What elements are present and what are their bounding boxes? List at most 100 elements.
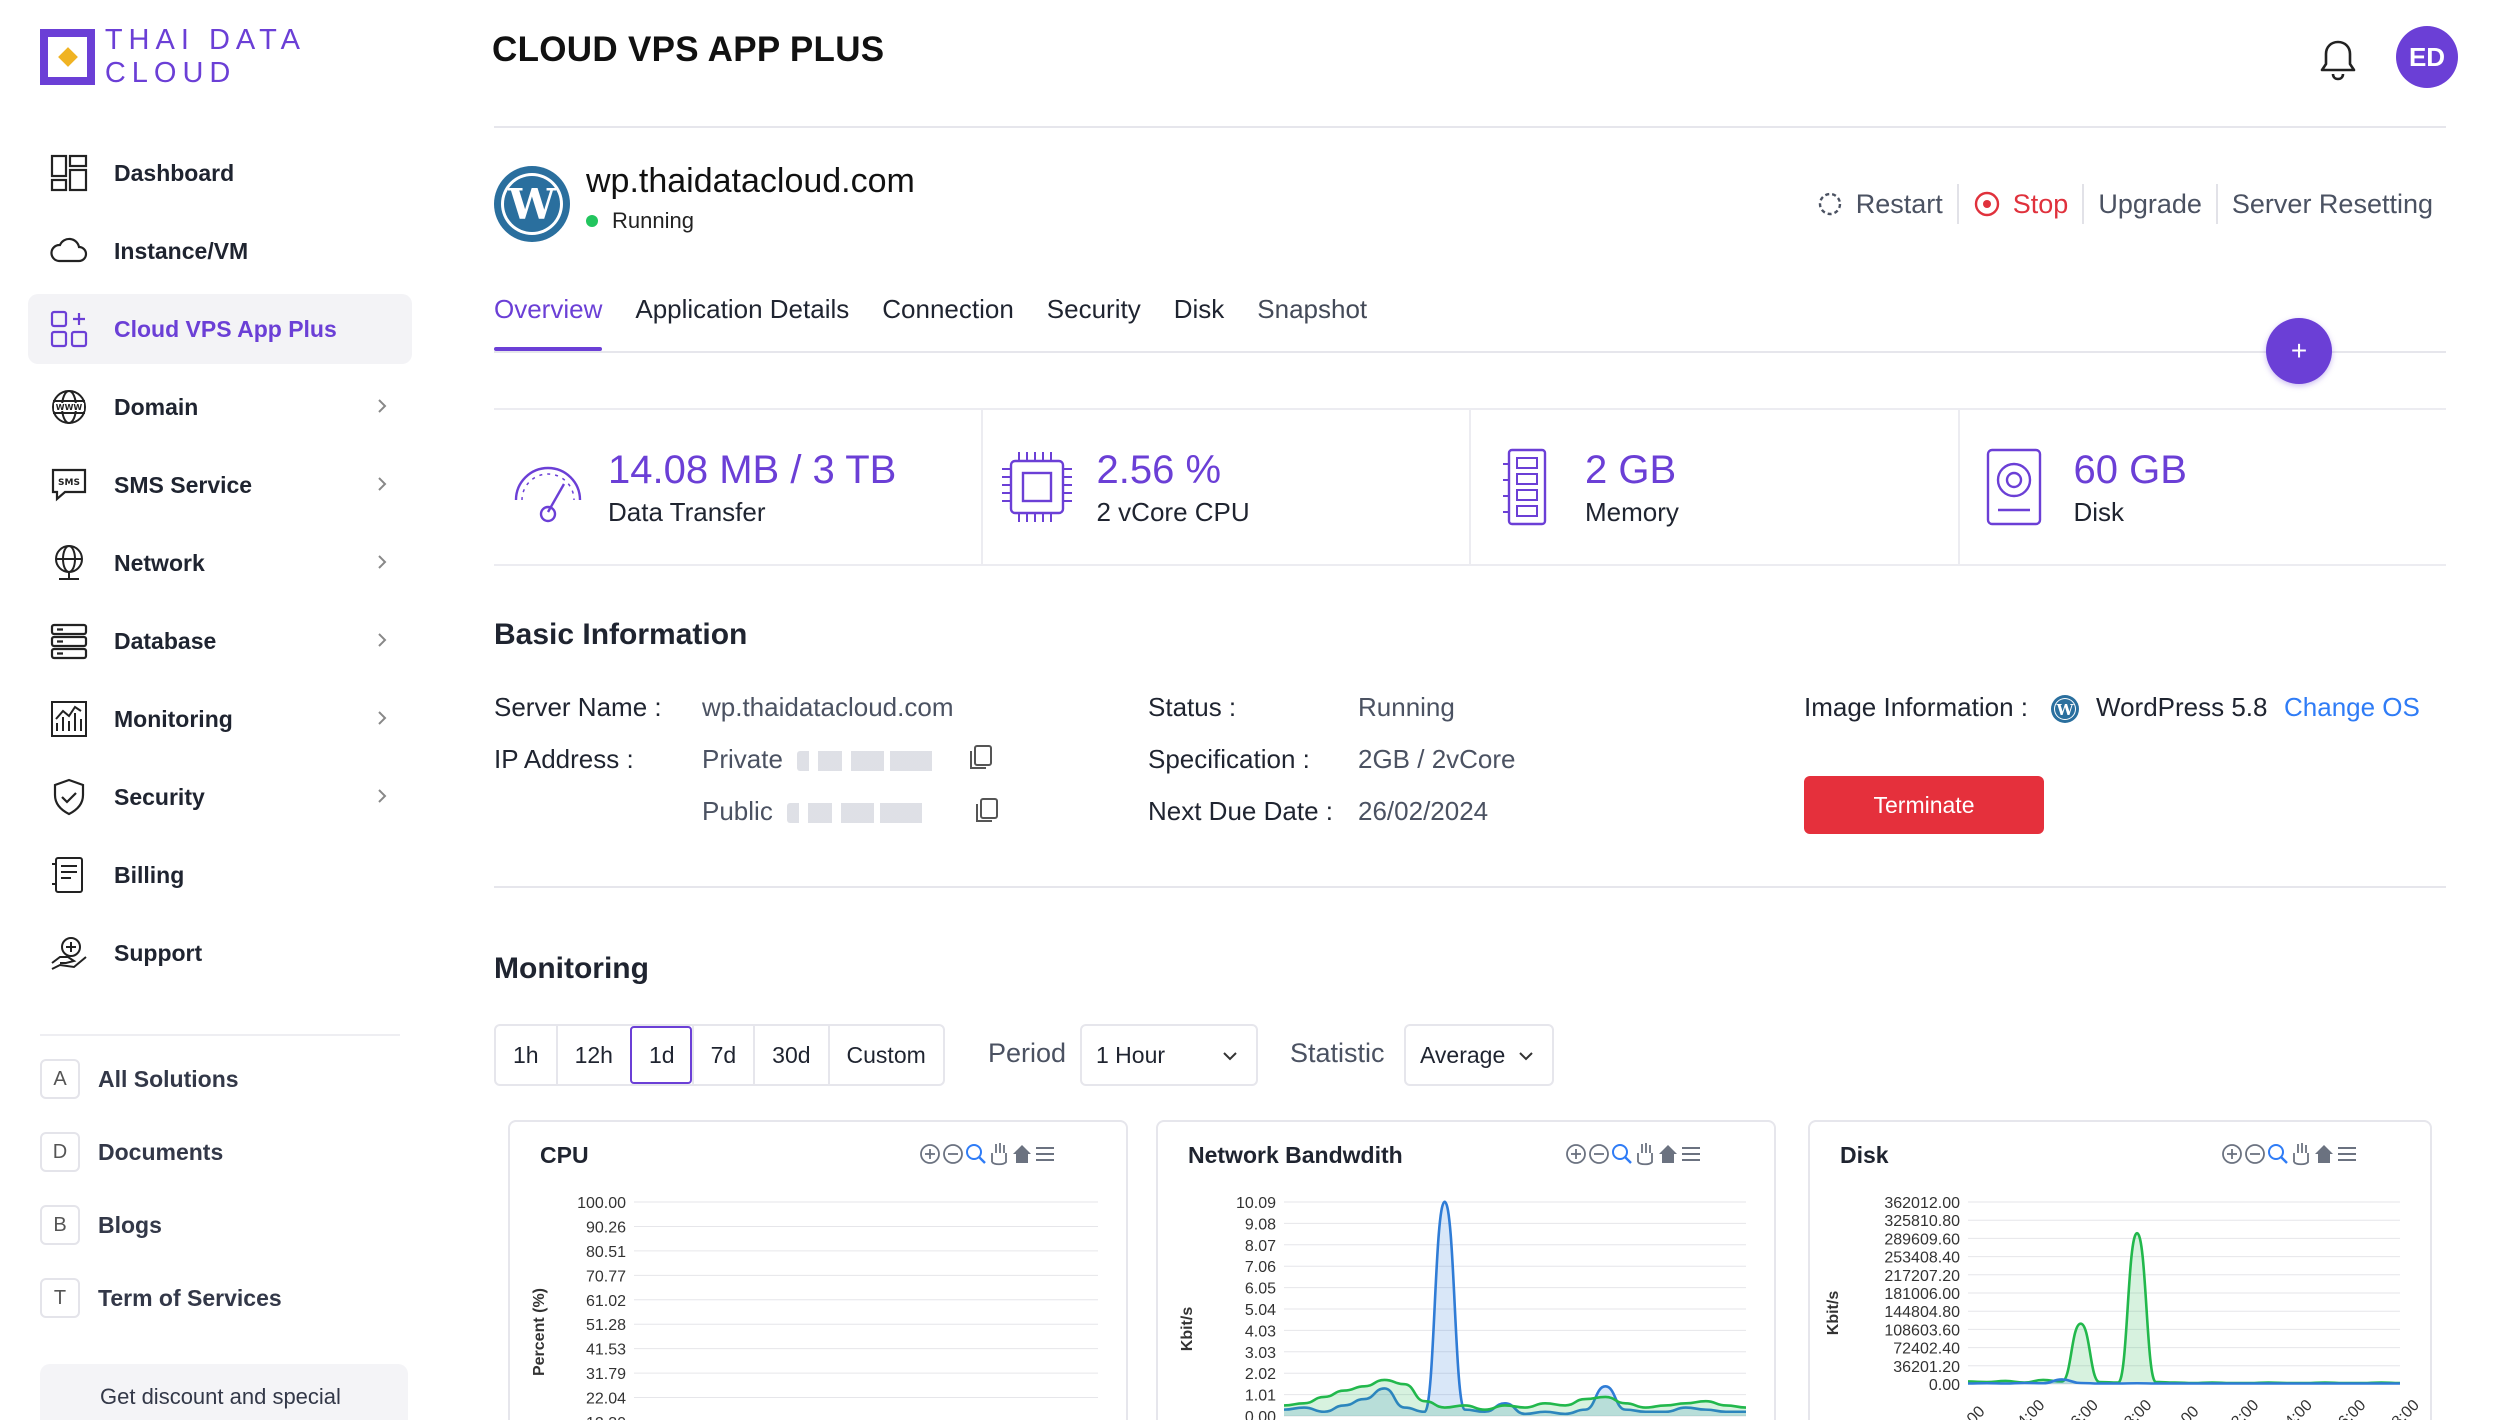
sidebar-item-sms-service[interactable]: SMS SMS Service	[28, 450, 412, 520]
change-os-link[interactable]: Change OS	[2284, 692, 2420, 722]
range-button-custom[interactable]: Custom	[827, 1026, 943, 1084]
statistic-label: Statistic	[1290, 1038, 1385, 1068]
disk-chart-card: Disk 362012.00 325810.80 289609.60 253408.4…	[1808, 1120, 2432, 1420]
stat-label: Memory	[1585, 496, 1679, 527]
stop-button[interactable]: Stop	[1956, 184, 2083, 224]
menu-icon[interactable]	[1036, 1147, 1054, 1161]
y-tick-label: 36201.20	[1893, 1359, 1960, 1376]
basic-info-title: Basic Information	[494, 618, 748, 651]
sidebar-item-database[interactable]: Database	[28, 606, 412, 676]
server-name: wp.thaidatacloud.com	[586, 162, 915, 200]
upgrade-button[interactable]: Upgrade	[2082, 184, 2216, 224]
zoom-in-icon[interactable]	[2222, 1144, 2242, 1164]
home-icon[interactable]	[2315, 1145, 2333, 1163]
series-area	[1968, 1233, 2400, 1384]
terminate-button[interactable]: Terminate	[1804, 776, 2044, 834]
status-value: Running	[1358, 692, 1455, 722]
magnifier-icon[interactable]	[1612, 1144, 1632, 1164]
bell-icon[interactable]	[2318, 38, 2358, 82]
sidebar-item-label: Database	[114, 627, 217, 654]
gauge-icon	[514, 466, 582, 523]
pan-hand-icon[interactable]	[2293, 1143, 2309, 1166]
home-icon[interactable]	[1659, 1145, 1677, 1163]
y-tick-label: 5.04	[1245, 1302, 1276, 1319]
tab-application-details[interactable]: Application Details	[635, 294, 850, 324]
sidebar-item-network[interactable]: Network	[28, 528, 412, 598]
sidebar-item-cloud-vps-app-plus[interactable]: Cloud VPS App Plus	[28, 294, 412, 364]
range-button-1d[interactable]: 1d	[629, 1026, 692, 1084]
sidebar-item-billing[interactable]: Billing	[28, 840, 412, 910]
series-area	[1284, 1379, 1746, 1416]
zoom-out-icon[interactable]	[2245, 1144, 2265, 1164]
home-icon[interactable]	[1013, 1145, 1031, 1163]
pan-hand-icon[interactable]	[1637, 1143, 1653, 1166]
solution-link-documents[interactable]: D Documents	[40, 1130, 223, 1174]
solution-link-all-solutions[interactable]: A All Solutions	[40, 1057, 239, 1101]
tab-overview[interactable]: Overview	[494, 294, 603, 351]
www-globe-icon: WWW	[46, 384, 92, 430]
range-button-7d[interactable]: 7d	[691, 1026, 754, 1084]
private-ip: Private	[702, 744, 947, 775]
y-tick-label: 41.53	[586, 1342, 626, 1359]
next-due-date-value: 26/02/2024	[1358, 796, 1489, 826]
y-tick-label: 289609.60	[1884, 1231, 1960, 1248]
stat-value: 2.56 %	[1096, 447, 1222, 492]
statistic-select[interactable]: Average	[1404, 1024, 1554, 1086]
range-button-1h[interactable]: 1h	[513, 1041, 539, 1068]
y-tick-label: 61.02	[586, 1293, 626, 1310]
zoom-in-icon[interactable]	[920, 1144, 940, 1164]
svg-text:SMS: SMS	[58, 478, 80, 488]
range-button-30d[interactable]: 30d	[753, 1026, 827, 1084]
sidebar-item-security[interactable]: Security	[28, 762, 412, 832]
solution-link-term-of-services[interactable]: T Term of Services	[40, 1276, 282, 1320]
restart-button[interactable]: Restart	[1802, 184, 1957, 224]
pan-hand-icon[interactable]	[991, 1143, 1007, 1166]
sidebar-item-domain[interactable]: WWW Domain	[28, 372, 412, 442]
sidebar-item-instance-vm[interactable]: Instance/VM	[28, 216, 412, 286]
stop-label: Stop	[2012, 188, 2069, 219]
range-button-12h[interactable]: 12h	[555, 1026, 630, 1084]
sidebar-item-label: Security	[114, 783, 205, 810]
promo-banner[interactable]: Get discount and special	[40, 1364, 408, 1420]
solution-link-blogs[interactable]: B Blogs	[40, 1203, 162, 1247]
y-axis-label: Kbit/s	[1179, 1307, 1196, 1352]
chart-toolbar	[1566, 1143, 1700, 1166]
zoom-out-icon[interactable]	[1589, 1144, 1609, 1164]
chart-title: Disk	[1840, 1142, 1889, 1168]
y-tick-label: 90.26	[586, 1219, 626, 1236]
sidebar-item-support[interactable]: Support	[28, 918, 412, 988]
image-info-value: WordPress 5.8	[2096, 692, 2268, 722]
copy-icon[interactable]	[974, 797, 1000, 825]
avatar[interactable]: ED	[2396, 26, 2458, 88]
sidebar-item-label: Domain	[114, 393, 199, 420]
add-fab-button[interactable]: +	[2266, 318, 2332, 384]
tab-security[interactable]: Security	[1046, 294, 1141, 324]
sidebar-item-label: Billing	[114, 861, 185, 888]
tab-connection[interactable]: Connection	[882, 294, 1014, 324]
tab-snapshot[interactable]: Snapshot	[1257, 294, 1368, 324]
y-axis-label: Percent (%)	[531, 1288, 548, 1376]
sidebar-item-monitoring[interactable]: Monitoring	[28, 684, 412, 754]
menu-icon[interactable]	[2338, 1147, 2356, 1161]
header-divider	[494, 126, 2446, 128]
sidebar-item-dashboard[interactable]: Dashboard	[28, 138, 412, 208]
chevron-down-icon	[1223, 1052, 1237, 1061]
public-ip-redacted	[786, 803, 937, 824]
stat-cpu: 2.56 % 2 vCore CPU	[980, 410, 1470, 564]
private-ip-redacted	[796, 751, 947, 772]
solution-letter-badge: B	[40, 1205, 80, 1245]
period-select[interactable]: 1 Hour	[1080, 1024, 1258, 1086]
magnifier-icon[interactable]	[2268, 1144, 2288, 1164]
menu-icon[interactable]	[1682, 1147, 1700, 1161]
chart-title: Network Bandwdith	[1188, 1142, 1403, 1168]
copy-icon[interactable]	[968, 744, 994, 772]
magnifier-icon[interactable]	[966, 1144, 986, 1164]
brand-logo[interactable]: THAI DATA CLOUD	[40, 24, 440, 89]
y-tick-label: 3.03	[1245, 1345, 1276, 1362]
zoom-out-icon[interactable]	[943, 1144, 963, 1164]
svg-text:W: W	[2056, 701, 2075, 719]
zoom-in-icon[interactable]	[1566, 1144, 1586, 1164]
tab-disk[interactable]: Disk	[1173, 294, 1225, 324]
server-resetting-button[interactable]: Server Resetting	[2215, 184, 2447, 224]
